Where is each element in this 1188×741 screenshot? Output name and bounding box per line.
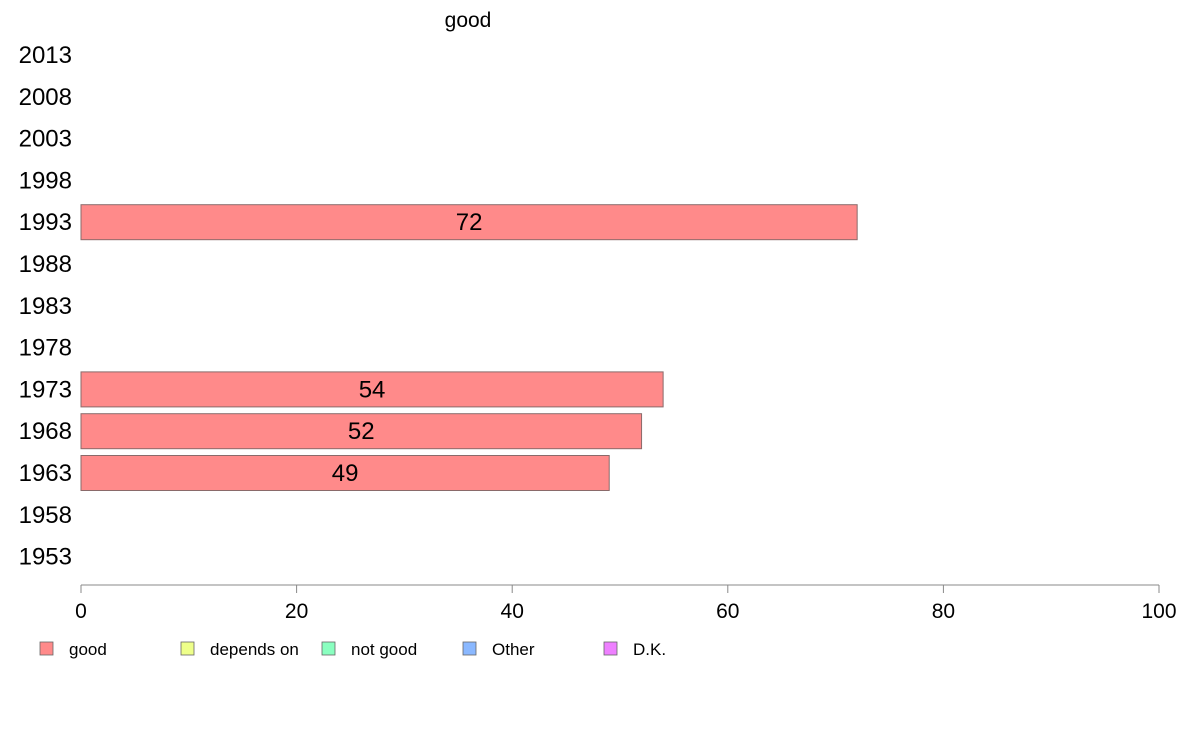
bar-1993 <box>80 204 858 241</box>
x-tick-label-0: 0 <box>75 600 87 623</box>
y-tick-label-1978: 1978 <box>19 335 72 362</box>
bar-label-1968: 52 <box>348 418 375 445</box>
y-tick-label-1983: 1983 <box>19 293 72 320</box>
x-tick-label-100: 100 <box>1141 600 1176 623</box>
x-tick-label-80: 80 <box>932 600 955 623</box>
x-tick-label-40: 40 <box>501 600 524 623</box>
bar-1968 <box>80 413 643 450</box>
legend-label-0: good <box>69 640 107 659</box>
y-tick-label-1968: 1968 <box>19 418 72 445</box>
y-tick-label-1998: 1998 <box>19 167 72 194</box>
legend: good depends on not good Other D.K. <box>39 640 666 659</box>
chart-title: good <box>445 9 492 32</box>
legend-swatch-1 <box>180 641 195 656</box>
bar-1963 <box>80 455 610 491</box>
legend-label-2: not good <box>351 640 417 659</box>
y-tick-label-1973: 1973 <box>19 376 72 403</box>
bars <box>80 204 858 491</box>
y-tick-label-2008: 2008 <box>19 84 72 111</box>
x-tick-label-20: 20 <box>285 600 308 623</box>
bar-label-1963: 49 <box>332 460 359 487</box>
y-tick-label-1993: 1993 <box>19 209 72 236</box>
bar-data-labels: 72 54 52 49 <box>332 209 483 487</box>
y-tick-label-1988: 1988 <box>19 251 72 278</box>
legend-label-3: Other <box>492 640 535 659</box>
legend-swatch-4 <box>603 641 618 656</box>
legend-swatch-0 <box>39 641 54 656</box>
y-tick-label-2003: 2003 <box>19 126 72 153</box>
y-axis-labels: 2013 2008 2003 1998 1993 1988 1983 1978 1973 1968… <box>19 42 72 571</box>
bar-1973 <box>80 371 664 408</box>
y-tick-label-1953: 1953 <box>19 544 72 571</box>
x-tick-label-60: 60 <box>716 600 739 623</box>
bar-label-1993: 72 <box>456 209 483 236</box>
y-tick-label-1958: 1958 <box>19 502 72 529</box>
y-tick-label-1963: 1963 <box>19 460 72 487</box>
legend-swatch-3 <box>462 641 477 656</box>
bar-label-1973: 54 <box>359 376 386 403</box>
x-axis: 0 20 40 60 80 100 <box>75 584 1177 623</box>
legend-label-4: D.K. <box>633 640 666 659</box>
legend-swatch-2 <box>321 641 336 656</box>
legend-label-1: depends on <box>210 640 299 659</box>
y-tick-label-2013: 2013 <box>19 42 72 69</box>
